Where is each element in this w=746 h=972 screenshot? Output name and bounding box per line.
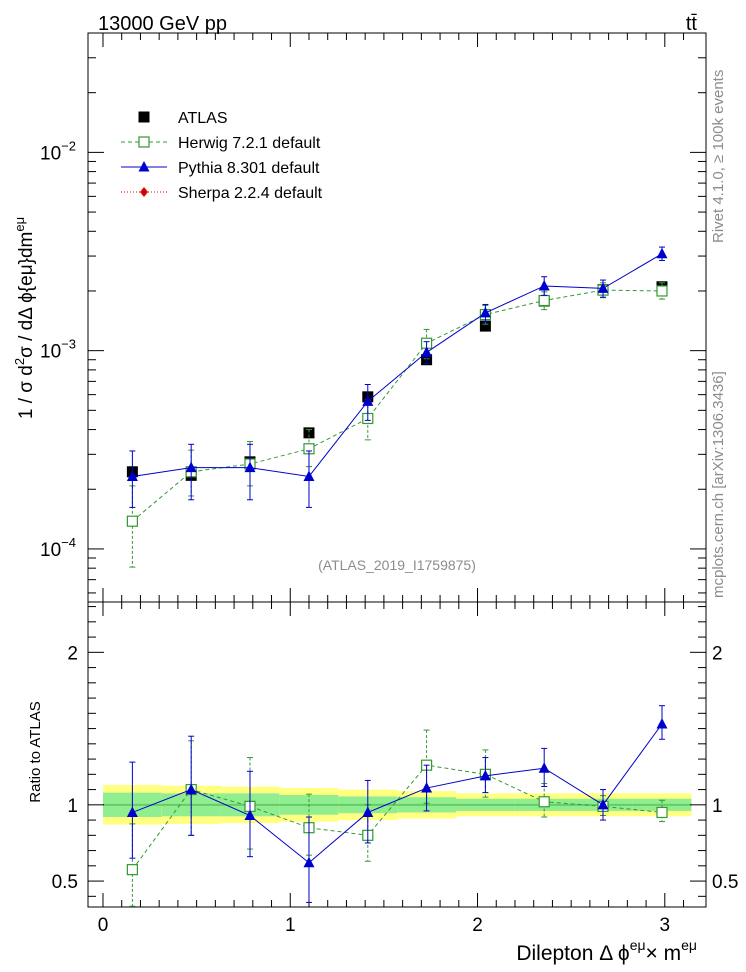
ratio-y-tick-label: 2 (712, 643, 723, 664)
pythia-point (656, 247, 668, 259)
x-tick-label: 0 (98, 915, 109, 936)
legend-pythia-label: Pythia 8.301 default (178, 160, 320, 177)
herwig-line (132, 289, 662, 522)
atlas-point (479, 320, 491, 332)
legend-atlas-label: ATLAS (178, 110, 228, 127)
ratio-herwig-point (126, 864, 138, 876)
ratio-pythia-point (244, 809, 256, 820)
ratio-y-tick-label: 0.5 (52, 872, 78, 893)
pythia-point (126, 470, 138, 481)
pythia-point (303, 470, 315, 481)
x-tick-label: 3 (660, 915, 671, 936)
legend-sherpa-label: Sherpa 2.2.4 default (178, 185, 323, 202)
main-y-axis-label: 1 / σ d2σ / dΔ ϕ{eμ}dmeμ (12, 217, 37, 419)
herwig-point (656, 285, 668, 297)
mcplots-label: mcplots.cern.ch [arXiv:1306.3436] (710, 371, 727, 598)
ratio-herwig-point (656, 806, 668, 819)
ratio-herwig-point (538, 796, 550, 808)
y-tick-label: 10−3 (40, 337, 76, 363)
atlas-point (303, 427, 315, 439)
ratio-plot-frame (87, 601, 707, 908)
legend: ATLAS Herwig 7.2.1 default Pythia 8.301 de… (121, 110, 323, 202)
rivet-version-label: Rivet 4.1.0, ≥ 100k events (710, 70, 727, 243)
legend-herwig-label: Herwig 7.2.1 default (178, 135, 321, 152)
main-plot-panel: 10−4 10−3 10−2 (40, 32, 707, 603)
analysis-watermark: (ATLAS_2019_I1759875) (318, 557, 476, 573)
ratio-y-axis-label: Ratio to ATLAS (27, 701, 44, 802)
ratio-y-tick-label: 0.5 (712, 872, 738, 893)
legend-atlas-marker (138, 111, 150, 123)
y-tick-label: 10−4 (40, 535, 76, 561)
ratio-y-tick-label: 2 (67, 643, 78, 664)
x-axis-label: Dilepton Δ ϕeμ× meμ (516, 937, 697, 965)
ratio-pythia-point (597, 798, 609, 810)
ratio-pythia-point (303, 856, 315, 868)
header-energy-label: 13000 GeV pp (98, 13, 227, 35)
legend-pythia-marker (138, 161, 150, 172)
ratio-pythia-point (126, 806, 138, 817)
ratio-pythia-point (362, 806, 374, 817)
pythia-point (244, 461, 256, 473)
pythia-point (185, 461, 197, 473)
pythia-point (538, 279, 550, 291)
ratio-pythia-point (656, 718, 668, 729)
header-process-label: tt̄ (686, 13, 698, 35)
pythia-point (597, 282, 609, 293)
pythia-point (362, 395, 374, 406)
x-tick-label: 1 (285, 915, 296, 936)
ratio-y-tick-label: 1 (712, 796, 723, 817)
ratio-plot-panel: 0 1 2 3 0.5 0.5 1 1 2 2 (52, 601, 738, 936)
ratio-y-tick-label: 1 (67, 796, 78, 817)
herwig-point (126, 515, 138, 527)
ratio-pythia-point (479, 769, 491, 781)
pythia-line (132, 253, 663, 478)
legend-sherpa-marker (140, 187, 148, 197)
ratio-pythia-point (185, 783, 197, 795)
x-tick-label: 2 (472, 915, 483, 936)
ratio-pythia-point (421, 782, 433, 793)
legend-herwig-marker (138, 136, 150, 148)
pythia-point (421, 346, 433, 357)
ratio-pythia-point (538, 762, 550, 773)
y-tick-label: 10−2 (40, 138, 76, 164)
herwig-point (538, 294, 550, 307)
pythia-point (479, 306, 491, 318)
ratio-herwig-line (131, 764, 663, 870)
ratio-pythia-line (132, 723, 663, 864)
